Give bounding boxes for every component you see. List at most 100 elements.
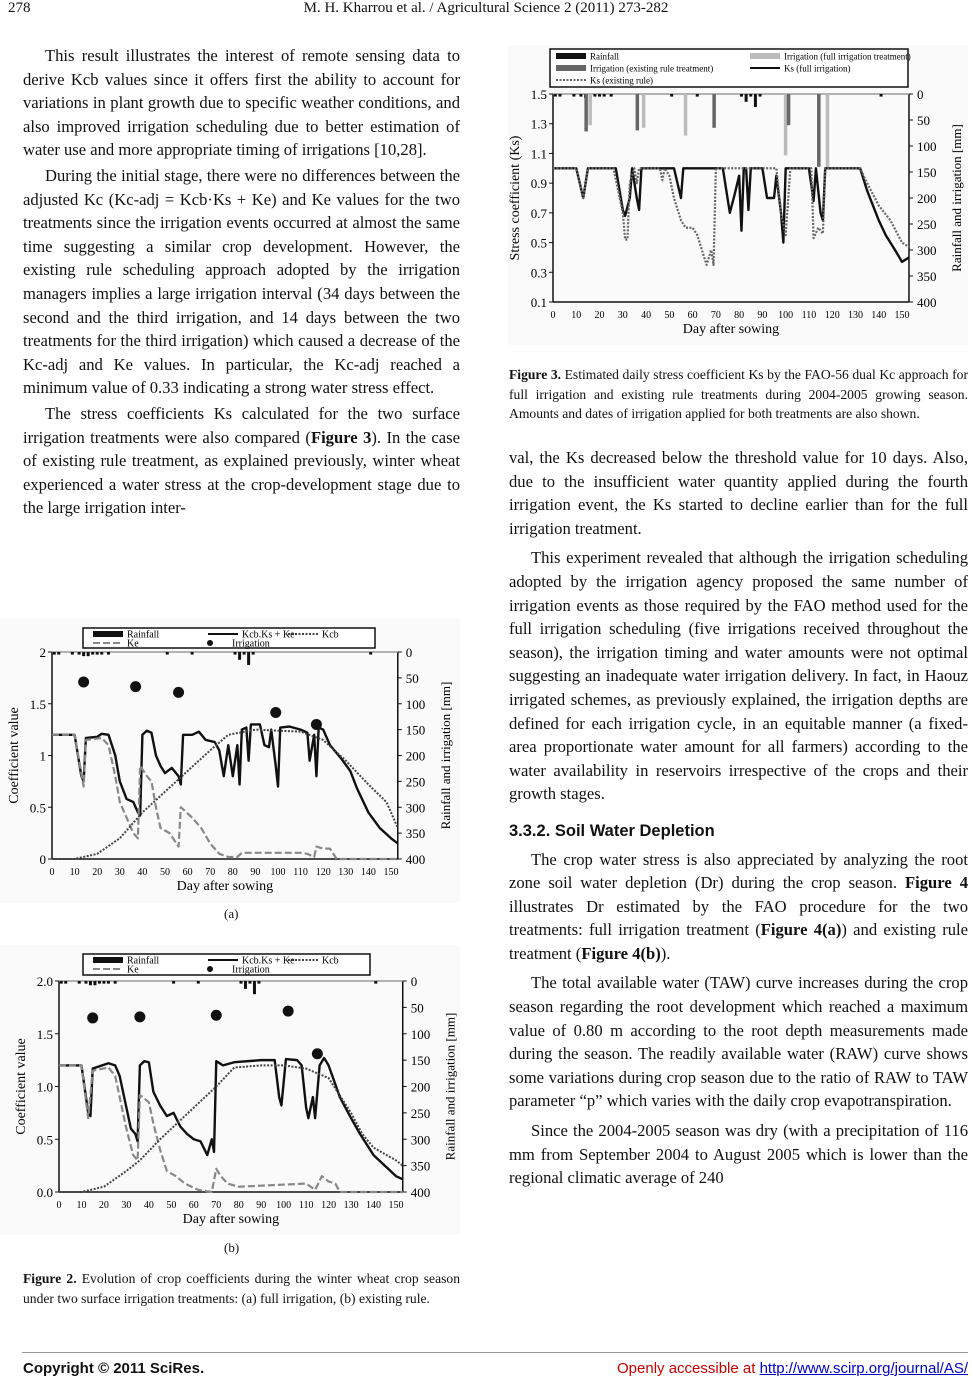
series-ke bbox=[52, 733, 398, 861]
rainfall-bar bbox=[59, 981, 63, 984]
x-tick-label: 80 bbox=[228, 867, 238, 878]
rainfall-bar bbox=[64, 981, 68, 984]
irrigation-point bbox=[130, 681, 142, 693]
irrigation-full-bar bbox=[783, 94, 788, 156]
rainfall-bar bbox=[70, 652, 74, 655]
x-tick-label: 100 bbox=[271, 867, 286, 878]
legend-label: Irrigation (existing rule treatment) bbox=[590, 64, 713, 74]
x-tick-label: 20 bbox=[595, 310, 605, 321]
y-tick-label: 1.0 bbox=[37, 1080, 53, 1095]
y2-tick-label: 50 bbox=[411, 1000, 424, 1015]
x-tick-label: 10 bbox=[571, 310, 581, 321]
x-tick-label: 150 bbox=[389, 1200, 404, 1211]
x-tick-label: 80 bbox=[734, 310, 744, 321]
y2-tick-label: 300 bbox=[411, 1132, 431, 1147]
text: ). bbox=[660, 943, 671, 963]
rainfall-bar bbox=[247, 652, 251, 665]
y2-axis-title: Rainfall and irrigation [mm] bbox=[949, 124, 964, 272]
x-tick-label: 50 bbox=[166, 1200, 176, 1211]
x-axis-title: Day after sowing bbox=[177, 879, 273, 894]
figure-2-caption: Figure 2. Evolution of crop coefficients… bbox=[23, 1269, 460, 1308]
journal-link[interactable]: http://www.scirp.org/journal/AS/ bbox=[759, 1360, 968, 1377]
x-tick-label: 90 bbox=[256, 1200, 266, 1211]
x-tick-label: 40 bbox=[137, 867, 147, 878]
y-tick-label: 0.5 bbox=[30, 800, 46, 815]
rainfall-bar bbox=[165, 652, 169, 655]
rainfall-bar bbox=[238, 652, 242, 660]
rainfall-bar bbox=[239, 981, 243, 984]
footer-divider bbox=[22, 1352, 968, 1353]
y2-tick-label: 0 bbox=[917, 87, 924, 102]
y2-tick-label: 250 bbox=[917, 217, 937, 232]
y2-tick-label: 400 bbox=[411, 1185, 431, 1200]
y2-tick-label: 300 bbox=[406, 800, 426, 815]
x-tick-label: 20 bbox=[99, 1200, 109, 1211]
legend-label: Kcb bbox=[322, 630, 339, 641]
rainfall-bar bbox=[248, 981, 252, 984]
irrigation-existing-bar bbox=[635, 94, 640, 131]
y2-axis-title: Rainfall and irrigation [mm] bbox=[443, 1013, 458, 1161]
figure-ref[interactable]: Figure 4 bbox=[904, 873, 968, 893]
x-tick-label: 0 bbox=[50, 867, 55, 878]
y2-tick-label: 150 bbox=[406, 723, 426, 738]
legend-swatch bbox=[750, 53, 780, 59]
rainfall-bar bbox=[553, 94, 557, 97]
x-tick-label: 90 bbox=[757, 310, 767, 321]
x-tick-label: 110 bbox=[293, 867, 308, 878]
legend-label: Rainfall bbox=[590, 52, 619, 62]
rainfall-bar bbox=[95, 652, 99, 655]
y-axis-title: Coefficient value bbox=[14, 1038, 29, 1135]
legend-label: Irrigation (full irrigation treatment) bbox=[784, 52, 911, 62]
y-tick-label: 0.9 bbox=[531, 176, 547, 191]
irrigation-full-bar bbox=[825, 94, 830, 170]
rainfall-bar bbox=[100, 652, 104, 655]
rainfall-bar bbox=[233, 652, 237, 655]
figure-ref[interactable]: Figure 3 bbox=[310, 427, 372, 447]
x-tick-label: 150 bbox=[895, 310, 910, 321]
rainfall-bar bbox=[77, 981, 81, 984]
rainfall-bar bbox=[57, 652, 61, 655]
y2-tick-label: 200 bbox=[917, 191, 937, 206]
section-heading: 3.3.2. Soil Water Depletion bbox=[509, 821, 715, 840]
x-tick-label: 40 bbox=[641, 310, 651, 321]
copyright: Copyright © 2011 SciRes. bbox=[23, 1360, 205, 1377]
rainfall-bar bbox=[91, 652, 95, 655]
y-tick-label: 0.0 bbox=[37, 1185, 53, 1200]
y-tick-label: 2.0 bbox=[37, 974, 53, 989]
figure-ref[interactable]: Figure 4(b) bbox=[581, 943, 661, 963]
x-tick-label: 120 bbox=[321, 1200, 336, 1211]
figure-2b-label: (b) bbox=[224, 1240, 240, 1255]
y-tick-label: 1.5 bbox=[37, 1027, 53, 1042]
y2-tick-label: 100 bbox=[917, 139, 937, 154]
x-tick-label: 20 bbox=[92, 867, 102, 878]
rainfall-bar bbox=[609, 94, 613, 97]
x-axis-title: Day after sowing bbox=[183, 1212, 279, 1227]
y2-tick-label: 350 bbox=[406, 826, 426, 841]
x-tick-label: 130 bbox=[338, 867, 353, 878]
y-tick-label: 0.7 bbox=[531, 206, 548, 221]
y2-tick-label: 0 bbox=[411, 974, 418, 989]
irrigation-existing-bar bbox=[786, 94, 791, 126]
x-tick-label: 0 bbox=[57, 1200, 62, 1211]
legend-label: Ke bbox=[127, 639, 139, 650]
legend-swatch bbox=[207, 640, 213, 646]
paragraph: val, the Ks decreased below the threshol… bbox=[509, 448, 968, 538]
text: ) and existing rule treatment ( bbox=[509, 920, 969, 963]
rainfall-bar bbox=[739, 94, 743, 97]
rainfall-bar bbox=[572, 94, 576, 97]
rainfall-bar bbox=[598, 94, 602, 97]
rainfall-bar bbox=[106, 981, 110, 984]
rainfall-bar bbox=[84, 981, 88, 984]
x-tick-label: 10 bbox=[70, 867, 80, 878]
x-tick-label: 30 bbox=[115, 867, 125, 878]
figure-ref[interactable]: Figure 4(a) bbox=[760, 920, 842, 940]
text: The crop water stress is also appreciate… bbox=[509, 849, 968, 893]
rainfall-bar bbox=[107, 652, 110, 655]
legend-swatch bbox=[556, 53, 586, 59]
paragraph: During the initial stage, there were no … bbox=[23, 165, 460, 398]
y2-tick-label: 50 bbox=[406, 671, 419, 686]
page-number: 278 bbox=[8, 0, 31, 16]
paragraph: The crop water stress is also appreciate… bbox=[509, 848, 968, 966]
paragraph: This result illustrates the interest of … bbox=[23, 46, 460, 160]
legend-label: Kcb bbox=[322, 956, 339, 967]
